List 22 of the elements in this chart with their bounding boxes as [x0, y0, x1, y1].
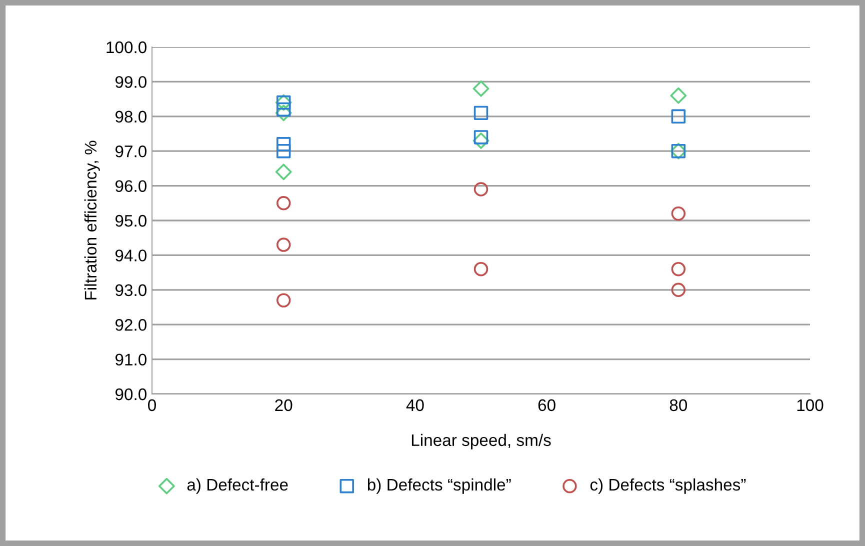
- y-tick-label: 98.0: [115, 110, 146, 123]
- y-tick-label: 96.0: [115, 180, 146, 192]
- legend-label: a) Defect-free: [187, 478, 288, 494]
- y-tick-label: 97.0: [115, 146, 146, 158]
- y-tick-label: 91.0: [115, 354, 146, 366]
- y-tick-label: 100.0: [106, 41, 146, 54]
- y-tick-label: 99.0: [115, 76, 146, 88]
- legend-label: c) Defects “splashes”: [590, 478, 746, 494]
- x-tick-label: 0: [148, 399, 156, 412]
- y-tick-label: 92.0: [115, 319, 146, 331]
- x-tick-label: 40: [406, 399, 424, 412]
- x-axis-title: Linear speed, sm/s: [412, 434, 551, 450]
- x-tick-label: 100: [797, 399, 824, 412]
- legend-label: b) Defects “spindle”: [368, 478, 511, 494]
- y-tick-label: 93.0: [115, 284, 146, 296]
- x-tick-label: 20: [275, 399, 292, 412]
- x-tick-label: 80: [670, 399, 688, 412]
- y-tick-label: 94.0: [115, 250, 146, 262]
- y-axis-title: Filtration efficiency, %: [84, 140, 100, 300]
- x-tick-label: 60: [538, 399, 556, 412]
- y-tick-label: 90.0: [115, 388, 146, 400]
- y-tick-label: 95.0: [115, 214, 146, 227]
